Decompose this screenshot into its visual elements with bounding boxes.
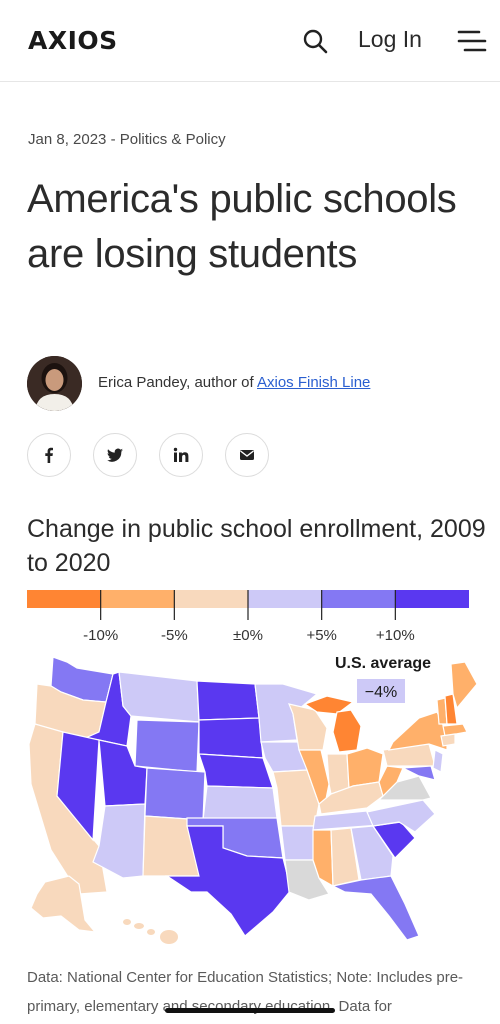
email-icon [240,450,254,460]
search-icon[interactable] [302,28,328,54]
legend-tick-label: ±0% [233,627,263,644]
linkedin-icon [173,447,189,462]
legend-tick-label: +5% [306,627,336,644]
facebook-icon [45,447,53,463]
state-michigan-upper [303,695,355,715]
state-florida [331,875,420,941]
state-nevada [56,731,100,842]
state-new-jersey [432,749,444,773]
state-connecticut [440,733,456,747]
article-date: Jan 8, 2023 [28,131,107,148]
legend-tick-label: -5% [161,627,188,644]
state-massachusetts [442,723,468,737]
logo-text: AXIOS [28,25,118,55]
axios-logo[interactable]: AXIOS [28,25,118,55]
state-alaska [30,875,97,933]
share-email-button[interactable] [225,433,269,477]
state-wyoming [134,719,200,773]
author-byline: Erica Pandey, author of Axios Finish Lin… [98,374,370,391]
legend-swatch [100,590,175,608]
state-maryland [400,765,436,781]
meta-separator: - [106,131,120,148]
state-mississippi [312,829,334,888]
us-average-label: U.S. average [335,655,431,672]
chart-legend: -10% -5% ±0% +5% +10% [27,590,469,644]
article-meta: Jan 8, 2023 - Politics & Policy [28,131,226,148]
state-kansas [202,785,278,821]
home-indicator [165,1008,335,1013]
state-indiana [326,753,350,795]
twitter-icon [107,448,123,462]
newsletter-link[interactable]: Axios Finish Line [257,374,371,391]
state-michigan [332,709,362,753]
state-north-dakota [196,680,260,721]
state-west-virginia [378,765,404,798]
login-link[interactable]: Log In [358,26,422,52]
us-average-badge [357,679,405,703]
hamburger-menu-icon[interactable] [457,29,487,53]
legend-swatch [321,590,396,608]
state-nebraska [198,753,274,789]
us-average-value: −4% [365,684,397,701]
state-georgia [350,825,394,881]
legend-tick-label: -10% [83,627,118,644]
author-role: , author of [186,374,257,391]
author-avatar[interactable] [27,356,82,411]
share-linkedin-button[interactable] [159,433,203,477]
state-texas [165,825,292,937]
author-name: Erica Pandey [98,374,187,391]
state-arkansas [280,825,316,861]
legend-swatch [174,590,249,608]
legend-swatch [27,590,102,608]
state-colorado [144,767,206,821]
chart-title: Change in public school enrollment, 2009… [27,515,486,577]
state-hawaii [123,919,178,944]
share-twitter-button[interactable] [93,433,137,477]
state-montana [118,671,200,723]
state-maine [450,661,477,710]
article-category[interactable]: Politics & Policy [119,131,226,148]
us-enrollment-map: U.S. average −4% [28,655,477,944]
legend-swatch [248,590,323,608]
legend-swatch [395,590,469,608]
share-facebook-button[interactable] [27,433,71,477]
state-south-dakota [198,717,264,759]
article-headline: America's public schools are losing stud… [27,177,457,276]
legend-tick-label: +10% [376,627,415,644]
top-navigation-bar: AXIOS Log In [0,0,500,82]
